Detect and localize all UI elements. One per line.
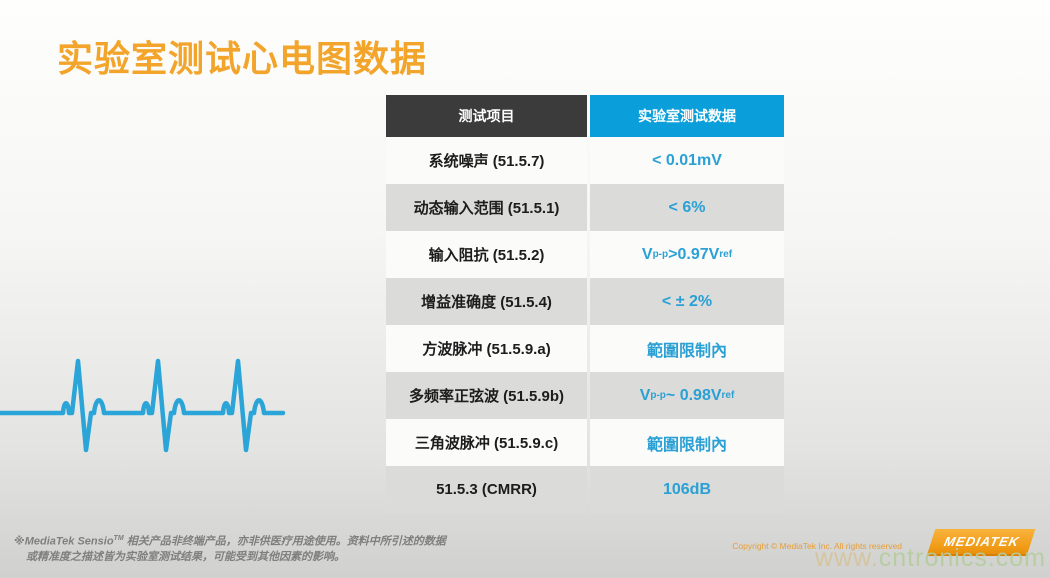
test-item-cell: 三角波脉冲 (51.5.9.c): [386, 419, 587, 466]
test-value-cell: 範圍限制內: [590, 419, 784, 466]
column-header-test-item: 测试项目: [386, 95, 587, 137]
ecg-waveform-graphic: [0, 358, 286, 453]
trademark-superscript: TM: [113, 535, 124, 543]
table-body: 系统噪声 (51.5.7) < 0.01mV 动态输入范围 (51.5.1) < 6%…: [386, 137, 784, 513]
test-item-cell: 输入阻抗 (51.5.2): [386, 231, 587, 278]
test-item-cell: 方波脉冲 (51.5.9.a): [386, 325, 587, 372]
watermark-prefix: www.: [815, 544, 879, 572]
table-header-row: 测试项目 实验室测试数据: [386, 95, 784, 137]
disclaimer-line2: 或精准度之描述皆为实验室测试结果，可能受到其他因素的影响。: [26, 551, 345, 563]
table-row: 增益准确度 (51.5.4) < ± 2%: [386, 278, 784, 325]
table-row: 三角波脉冲 (51.5.9.c) 範圍限制內: [386, 419, 784, 466]
test-item-cell: 增益准确度 (51.5.4): [386, 278, 587, 325]
disclaimer-prefix: ※MediaTek Sensio: [14, 536, 114, 548]
test-item-cell: 系统噪声 (51.5.7): [386, 137, 587, 184]
test-value-cell: 範圍限制內: [590, 325, 784, 372]
copyright-notice: Copyright © MediaTek Inc. All rights res…: [732, 541, 902, 551]
table-row: 系统噪声 (51.5.7) < 0.01mV: [386, 137, 784, 184]
test-value-cell: < ± 2%: [590, 278, 784, 325]
watermark: www.cntronics.com: [815, 544, 1046, 573]
disclaimer: ※MediaTek SensioTM 相关产品非终端产品，亦非供医疗用途使用。资…: [14, 531, 446, 565]
ecg-test-table: 测试项目 实验室测试数据 系统噪声 (51.5.7) < 0.01mV 动态输入范围…: [386, 95, 784, 513]
test-value-cell: < 6%: [590, 184, 784, 231]
test-item-cell: 51.5.3 (CMRR): [386, 466, 587, 513]
test-item-cell: 动态输入范围 (51.5.1): [386, 184, 587, 231]
test-value-cell: < 0.01mV: [590, 137, 784, 184]
disclaimer-text1: 相关产品非终端产品，亦非供医疗用途使用。资料中所引述的数据: [123, 536, 446, 548]
watermark-domain: cntronics.com: [878, 544, 1046, 572]
table-row: 51.5.3 (CMRR) 106dB: [386, 466, 784, 513]
test-value-cell: 106dB: [590, 466, 784, 513]
page-title: 实验室测试心电图数据: [57, 38, 428, 79]
column-header-lab-data: 实验室测试数据: [590, 95, 784, 137]
table-row: 方波脉冲 (51.5.9.a) 範圍限制內: [386, 325, 784, 372]
disclaimer-line1: ※MediaTek SensioTM 相关产品非终端产品，亦非供医疗用途使用。资…: [14, 531, 446, 550]
test-item-cell: 多频率正弦波 (51.5.9b): [386, 372, 587, 419]
table-row: 动态输入范围 (51.5.1) < 6%: [386, 184, 784, 231]
